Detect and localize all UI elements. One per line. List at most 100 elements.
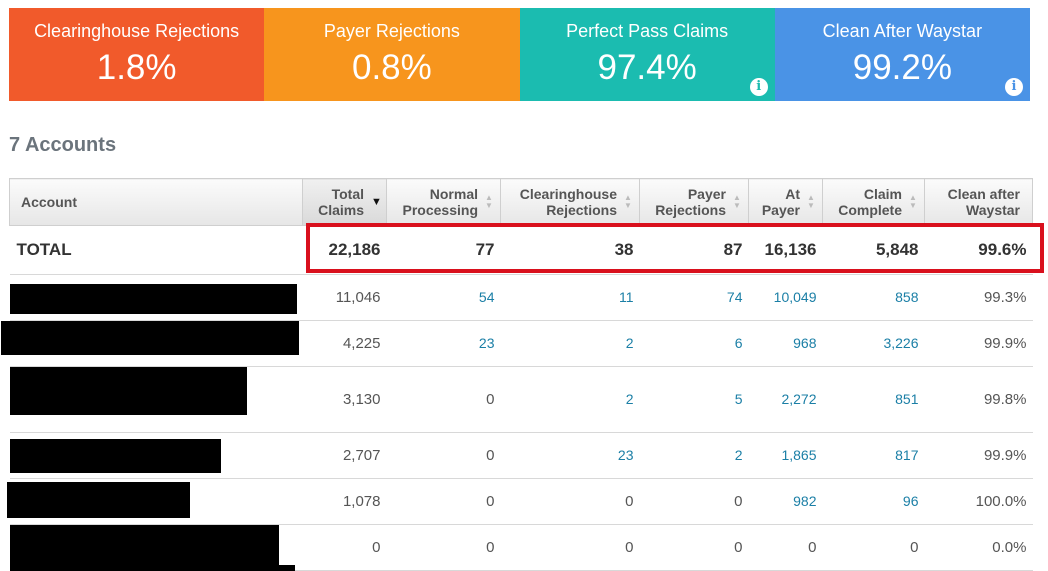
kpi-value: 0.8%: [351, 48, 432, 87]
cell-link[interactable]: 3,226: [883, 335, 919, 351]
column-header-label: At: [785, 186, 800, 202]
cell-value: 0: [486, 447, 495, 464]
sort-desc-icon[interactable]: ▼: [371, 196, 382, 208]
column-header-label: Total: [331, 186, 364, 202]
total-label: TOTAL: [9, 225, 303, 275]
table-cell[interactable]: 817: [822, 432, 925, 479]
total-cell: 5,848: [822, 225, 925, 275]
redaction-block: [9, 439, 221, 473]
cell-value: 11,046: [335, 289, 381, 306]
cell-value: 0.0%: [992, 539, 1027, 556]
column-header-claim-complete[interactable]: Claim Complete ▲ ▼: [822, 178, 925, 226]
cell-value: 99.9%: [983, 447, 1027, 464]
sort-updown-icon[interactable]: ▲ ▼: [624, 193, 632, 210]
cell-link[interactable]: 96: [902, 493, 919, 509]
account-name-cell[interactable]: [9, 524, 303, 571]
kpi-payer-rejections[interactable]: Payer Rejections 0.8%: [264, 8, 520, 101]
cell-link[interactable]: 2: [625, 335, 634, 351]
sort-updown-icon[interactable]: ▲ ▼: [733, 193, 741, 210]
cell-link[interactable]: 6: [734, 335, 743, 351]
table-cell[interactable]: 2: [500, 366, 640, 433]
account-name-cell[interactable]: [9, 366, 303, 433]
redaction-block: [9, 284, 297, 314]
accounts-table: Account Total Claims ▼ Normal Processing…: [0, 178, 1033, 571]
table-row[interactable]: 4,225 23 2 6 968 3,226 99.9%: [0, 320, 1033, 367]
info-icon[interactable]: i: [1005, 78, 1023, 96]
column-header-clearinghouse-rejections[interactable]: Clearinghouse Rejections ▲ ▼: [500, 178, 640, 226]
cell-value: 100.0%: [975, 493, 1027, 510]
sort-updown-icon[interactable]: ▲ ▼: [909, 193, 917, 210]
cell-value: 3,130: [342, 391, 381, 408]
column-header-label: Claims: [318, 202, 364, 218]
table-cell[interactable]: 5: [639, 366, 749, 433]
column-header-at-payer[interactable]: At Payer ▲ ▼: [748, 178, 823, 226]
table-cell[interactable]: 858: [822, 274, 925, 321]
table-cell[interactable]: 2: [639, 432, 749, 479]
cell-link[interactable]: 2: [734, 447, 743, 463]
table-cell[interactable]: 1,865: [748, 432, 823, 479]
table-cell[interactable]: 2,272: [748, 366, 823, 433]
column-header-label: Payer: [687, 186, 726, 202]
cell-value: 99.8%: [983, 391, 1027, 408]
table-cell[interactable]: 2: [500, 320, 640, 367]
column-header-normal-processing[interactable]: Normal Processing ▲ ▼: [386, 178, 501, 226]
account-name-cell[interactable]: [9, 432, 303, 479]
cell-link[interactable]: 2: [625, 391, 634, 407]
cell-link[interactable]: 23: [478, 335, 495, 351]
account-name-cell[interactable]: [9, 274, 303, 321]
table-cell[interactable]: 6: [639, 320, 749, 367]
table-cell[interactable]: 851: [822, 366, 925, 433]
cell-link[interactable]: 2,272: [781, 391, 817, 407]
cell-link[interactable]: 10,049: [773, 289, 817, 305]
cell-link[interactable]: 851: [895, 391, 919, 407]
cell-link[interactable]: 54: [478, 289, 495, 305]
column-header-total-claims[interactable]: Total Claims ▼: [302, 178, 387, 226]
sort-updown-icon[interactable]: ▲ ▼: [485, 193, 493, 210]
table-row[interactable]: 11,046 54 11 74 10,049 858 99.3%: [9, 274, 1033, 321]
info-icon[interactable]: i: [749, 78, 768, 96]
cell-link[interactable]: 1,865: [781, 447, 817, 463]
cell-value: 1,078: [342, 493, 381, 510]
cell-link[interactable]: 5: [734, 391, 743, 407]
table-cell[interactable]: 968: [748, 320, 823, 367]
kpi-perfect-pass-claims[interactable]: Perfect Pass Claims 97.4% i: [519, 8, 775, 101]
redaction-block: [9, 367, 247, 415]
table-row[interactable]: 1,078 0 0 0 982 96 100.0%: [6, 478, 1033, 525]
account-name-cell[interactable]: [6, 478, 303, 525]
column-header-account[interactable]: Account: [9, 178, 303, 226]
table-cell: 4,225: [302, 320, 387, 367]
table-cell[interactable]: 23: [500, 432, 640, 479]
table-cell[interactable]: 23: [386, 320, 501, 367]
cell-link[interactable]: 23: [617, 447, 634, 463]
table-row[interactable]: 2,707 0 23 2 1,865 817 99.9%: [9, 432, 1033, 479]
account-name-cell[interactable]: [0, 320, 303, 367]
table-cell[interactable]: 11: [500, 274, 640, 321]
table-cell[interactable]: 982: [748, 478, 823, 525]
column-header-label: Account: [21, 194, 77, 210]
table-cell[interactable]: 10,049: [748, 274, 823, 321]
cell-link[interactable]: 74: [726, 289, 743, 305]
cell-link[interactable]: 982: [793, 493, 817, 509]
cell-value: 0: [625, 539, 634, 556]
column-header-clean-after-waystar[interactable]: Clean after Waystar: [924, 178, 1033, 226]
table-row[interactable]: 0 0 0 0 0 0 0.0%: [9, 524, 1033, 571]
column-header-payer-rejections[interactable]: Payer Rejections ▲ ▼: [639, 178, 749, 226]
sort-updown-icon[interactable]: ▲ ▼: [807, 193, 815, 210]
cell-link[interactable]: 11: [618, 289, 634, 305]
cell-link[interactable]: 858: [895, 289, 919, 305]
column-header-label: Clearinghouse: [519, 186, 617, 202]
kpi-value: 97.4%: [597, 48, 697, 87]
cell-link[interactable]: 817: [895, 447, 919, 463]
cell-link[interactable]: 968: [793, 335, 817, 351]
total-cell: 38: [500, 225, 640, 275]
kpi-clearinghouse-rejections[interactable]: Clearinghouse Rejections 1.8%: [9, 8, 265, 101]
table-cell[interactable]: 74: [639, 274, 749, 321]
table-cell: 0: [386, 478, 501, 525]
table-row[interactable]: 3,130 0 2 5 2,272 851 99.8%: [9, 366, 1033, 433]
table-cell[interactable]: 96: [822, 478, 925, 525]
total-row: TOTAL 22,186 77 38 87 16,136 5,848 99.6%: [9, 225, 1033, 275]
kpi-label: Perfect Pass Claims: [566, 21, 729, 41]
kpi-clean-after-waystar[interactable]: Clean After Waystar 99.2% i: [774, 8, 1030, 101]
table-cell[interactable]: 3,226: [822, 320, 925, 367]
table-cell[interactable]: 54: [386, 274, 501, 321]
